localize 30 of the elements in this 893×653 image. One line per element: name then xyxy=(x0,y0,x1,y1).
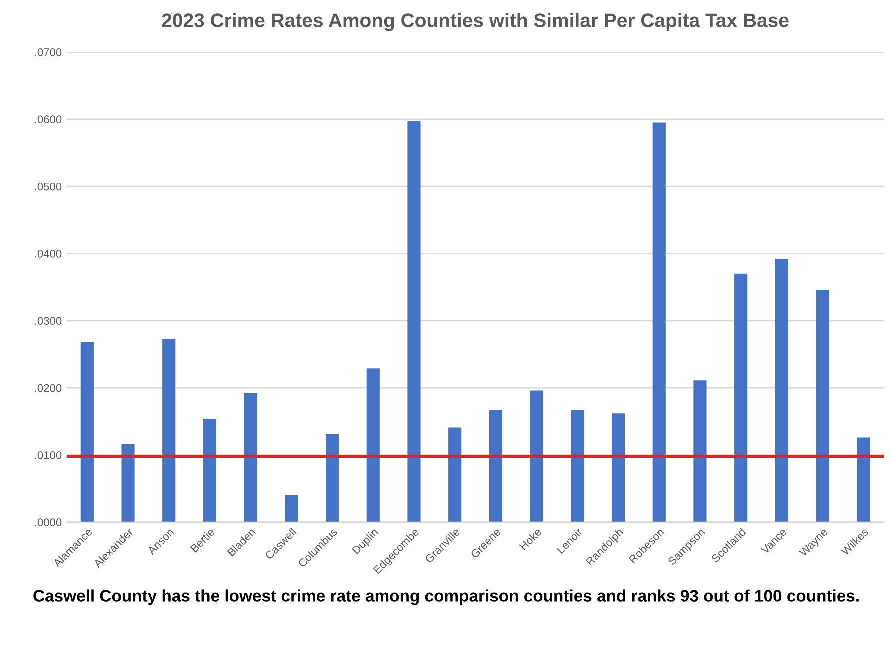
bar xyxy=(408,121,421,522)
bar xyxy=(162,339,176,522)
chart-title: 2023 Crime Rates Among Counties with Similar Per Capita Tax Base xyxy=(162,13,789,32)
y-tick-label: .0300 xyxy=(35,317,62,326)
bar xyxy=(244,393,258,522)
bar xyxy=(448,428,462,522)
bar xyxy=(366,368,380,522)
bar xyxy=(775,259,788,522)
y-tick-label: .0200 xyxy=(35,384,62,392)
bar xyxy=(857,438,870,522)
bar xyxy=(203,418,217,522)
bar xyxy=(612,414,626,522)
bar xyxy=(489,410,502,522)
y-tick-label: .0700 xyxy=(35,48,62,56)
bar xyxy=(652,122,666,522)
y-tick-label: .0100 xyxy=(35,452,62,460)
bar xyxy=(285,496,298,522)
bar xyxy=(326,434,340,522)
bar xyxy=(530,390,544,522)
y-tick-label: .0000 xyxy=(35,518,62,527)
bar xyxy=(122,444,135,522)
y-tick-label: .0600 xyxy=(35,116,62,124)
bar xyxy=(694,380,707,522)
y-tick-label: .0500 xyxy=(35,182,62,191)
y-tick-label: .0400 xyxy=(35,250,62,258)
bar xyxy=(816,290,830,522)
text: Caswell County has the lowest crime rate among comparison counties and ranks 93 out of 100 counties. xyxy=(34,590,859,606)
bar xyxy=(571,410,584,522)
bar xyxy=(80,342,94,522)
bar xyxy=(734,274,748,522)
